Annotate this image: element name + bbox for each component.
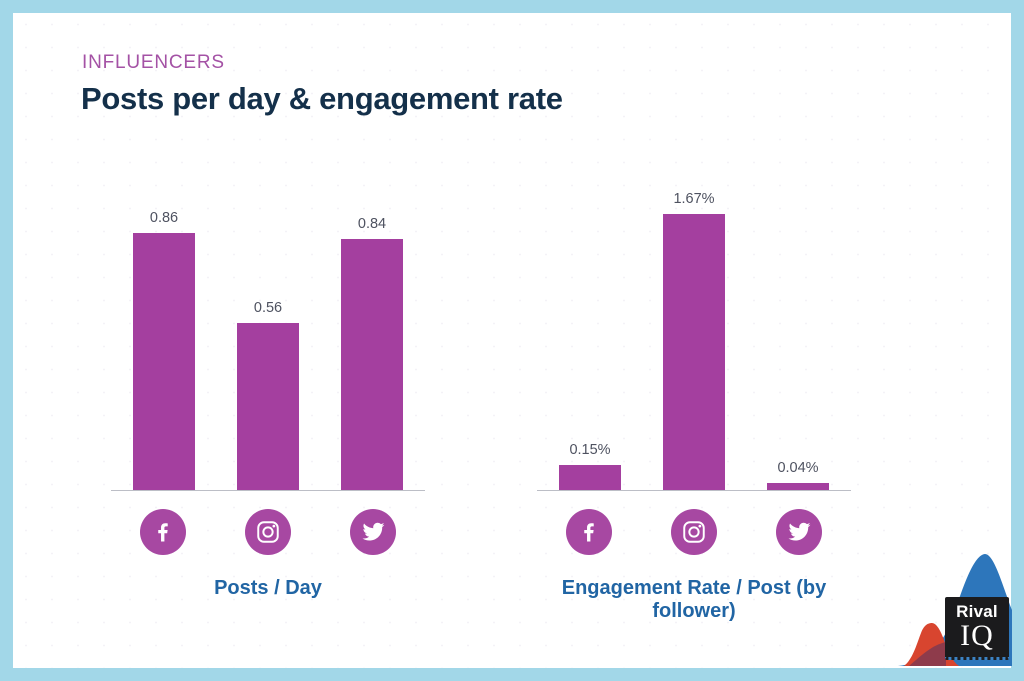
bar-value-label: 0.15% <box>569 442 611 458</box>
chart-caption: Posts / Day <box>214 577 322 599</box>
instagram-icon <box>671 509 717 555</box>
plot-area: 0.15% 1.67% 0.04% <box>537 191 851 491</box>
bar-value-label: 1.67% <box>673 191 715 207</box>
slide-frame: INFLUENCERS Posts per day & engagement r… <box>13 13 1011 668</box>
chart-posts-per-day: 0.86 0.56 0.84 Posts / Day <box>111 189 425 600</box>
bar-twitter: 0.84 <box>341 216 403 490</box>
rivaliq-logo: Rival IQ <box>945 597 1009 660</box>
instagram-icon <box>245 509 291 555</box>
rivaliq-logo-wordmark: Rival <box>956 602 998 621</box>
chart-caption: Engagement Rate / Post (by follower) <box>561 577 827 622</box>
facebook-icon <box>140 509 186 555</box>
twitter-icon <box>350 509 396 555</box>
bar-instagram: 1.67% <box>663 191 725 490</box>
rivaliq-logo-initials: IQ <box>960 619 994 652</box>
bar-instagram: 0.56 <box>237 300 299 490</box>
bar-facebook: 0.86 <box>133 210 195 490</box>
platform-icons-row <box>111 509 425 555</box>
chart-engagement-rate: 0.15% 1.67% 0.04% Engagement Rate / Post (… <box>537 189 851 623</box>
bar-value-label: 0.56 <box>253 300 283 316</box>
bar-twitter: 0.04% <box>767 460 829 490</box>
bar-facebook: 0.15% <box>559 442 621 490</box>
bar-value-label: 0.86 <box>149 210 179 226</box>
platform-icons-row <box>537 509 851 555</box>
hill-overlap-shape <box>909 642 946 666</box>
page-title: Posts per day & engagement rate <box>81 81 563 116</box>
bar-value-label: 0.84 <box>357 216 387 232</box>
twitter-icon <box>776 509 822 555</box>
bar-value-label: 0.04% <box>777 460 819 476</box>
facebook-icon <box>566 509 612 555</box>
eyebrow-label: INFLUENCERS <box>82 52 225 73</box>
plot-area: 0.86 0.56 0.84 <box>111 210 425 491</box>
